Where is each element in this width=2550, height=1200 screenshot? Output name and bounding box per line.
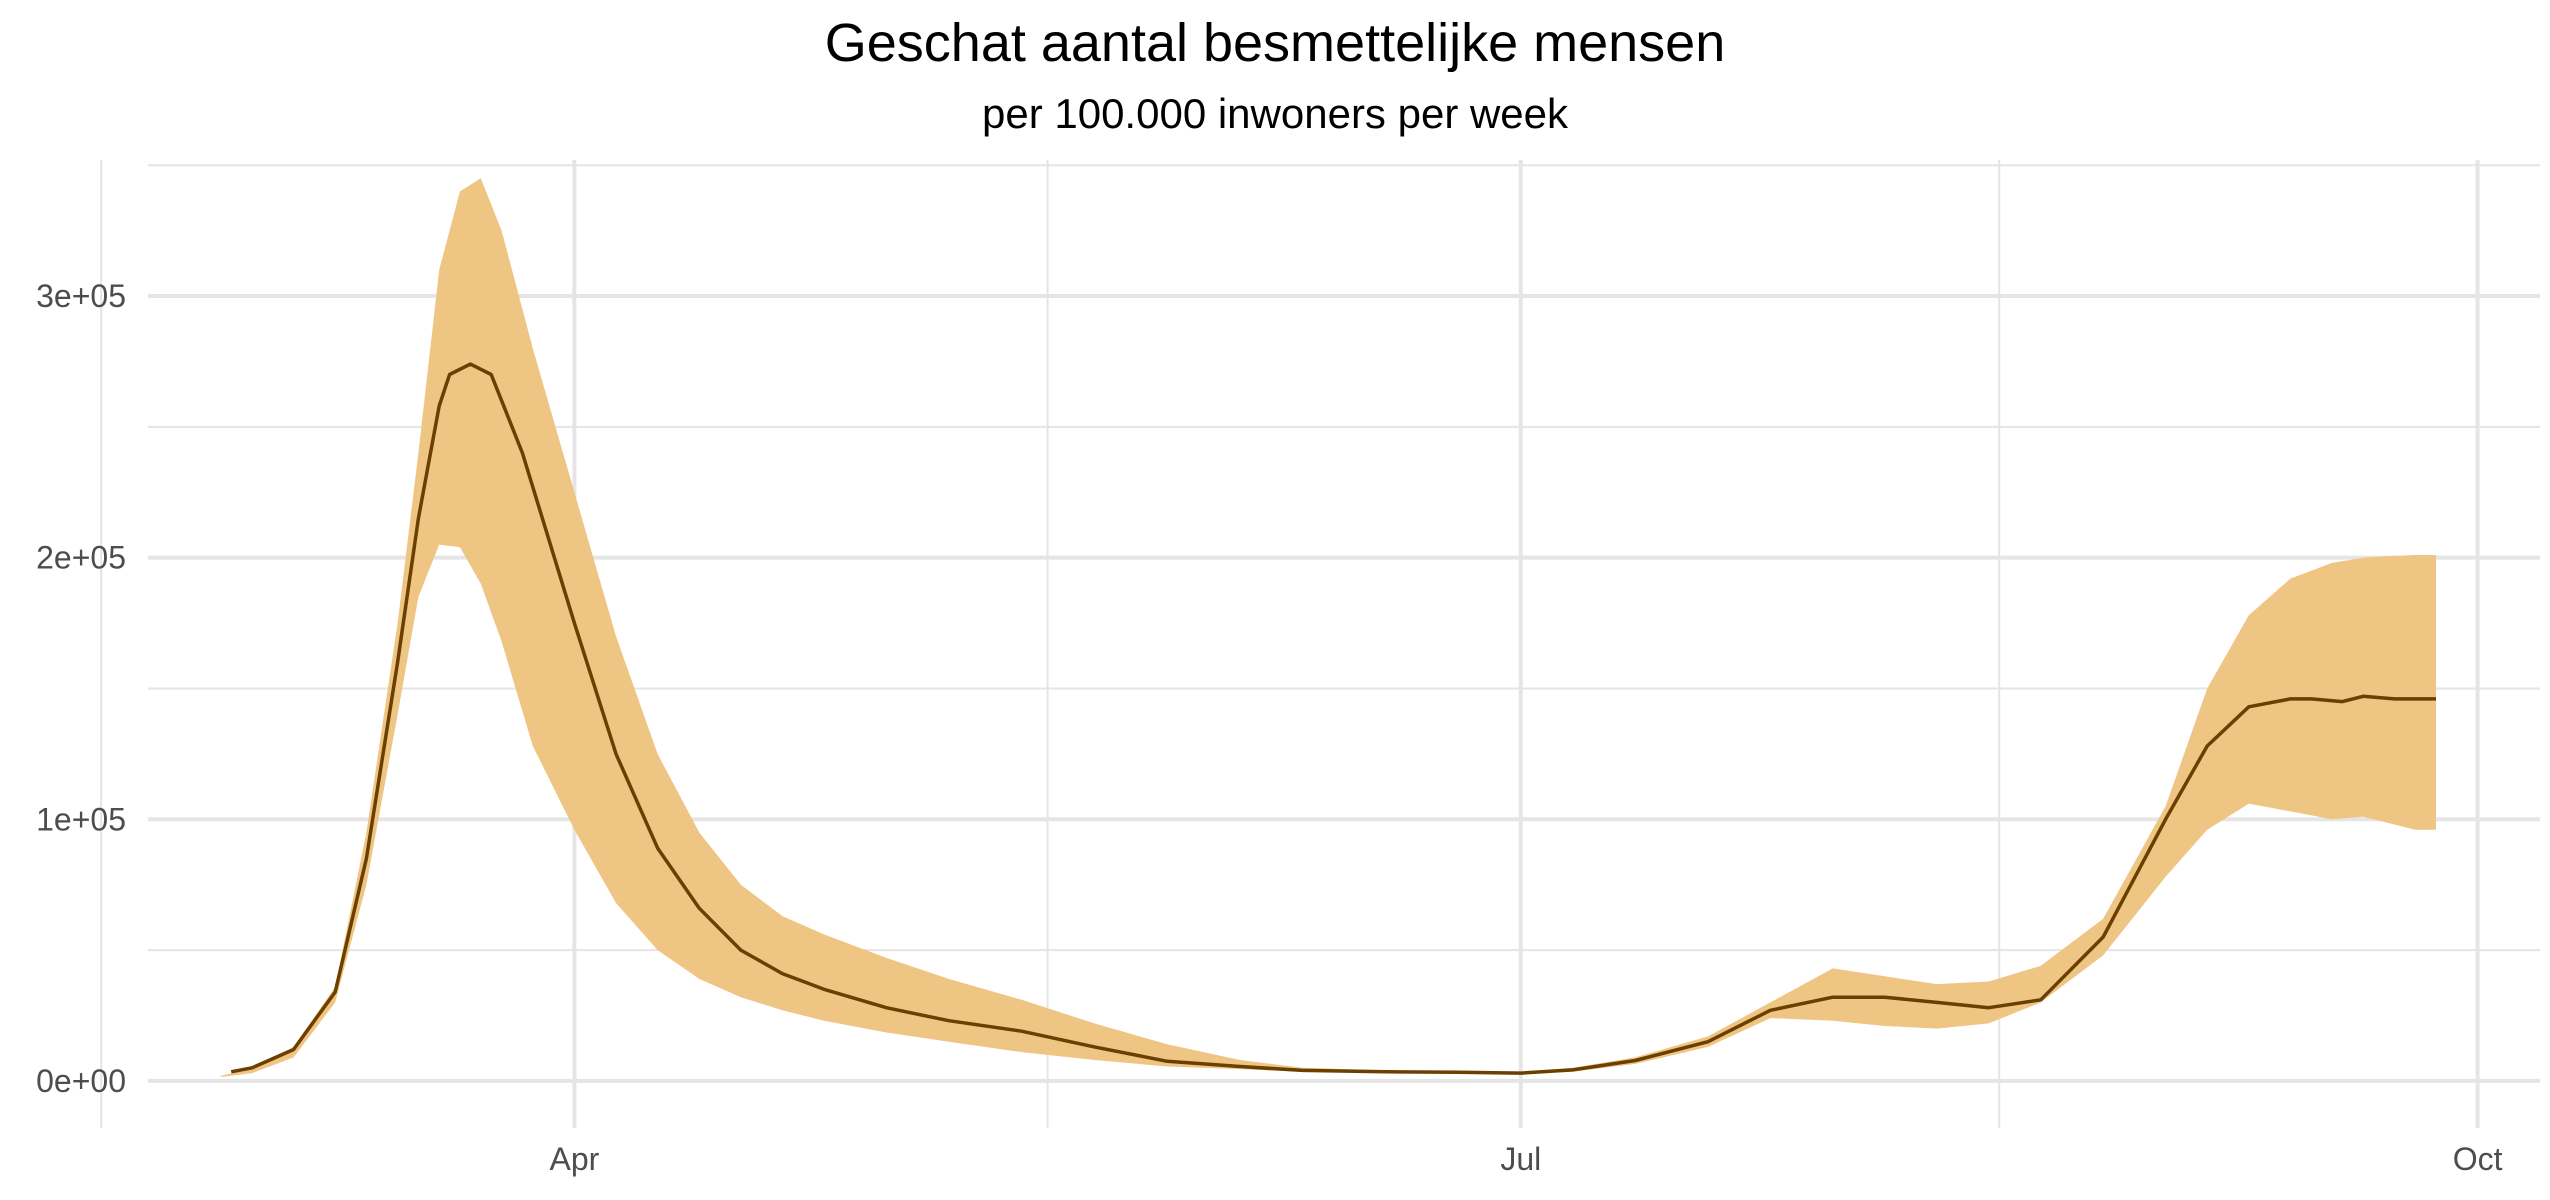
x-tick-label: Jul	[1500, 1141, 1541, 1177]
y-tick-label: 2e+05	[36, 540, 126, 576]
y-tick-label: 1e+05	[36, 801, 126, 837]
uncertainty-band	[220, 178, 2436, 1078]
x-tick-label: Oct	[2453, 1141, 2503, 1177]
x-tick-label: Apr	[550, 1141, 600, 1177]
axis-ticks: 0e+00 1e+05 2e+05 3e+05 Apr Jul Oct	[36, 278, 2502, 1177]
grid-minor	[100, 160, 2540, 1128]
y-tick-label: 0e+00	[36, 1063, 126, 1099]
chart-title: Geschat aantal besmettelijke mensen	[824, 13, 1726, 73]
chart-marks	[220, 178, 2436, 1078]
chart-subtitle: per 100.000 inwoners per week	[981, 90, 1569, 137]
estimate-line	[230, 362, 2436, 1075]
y-tick-label: 3e+05	[36, 278, 126, 314]
